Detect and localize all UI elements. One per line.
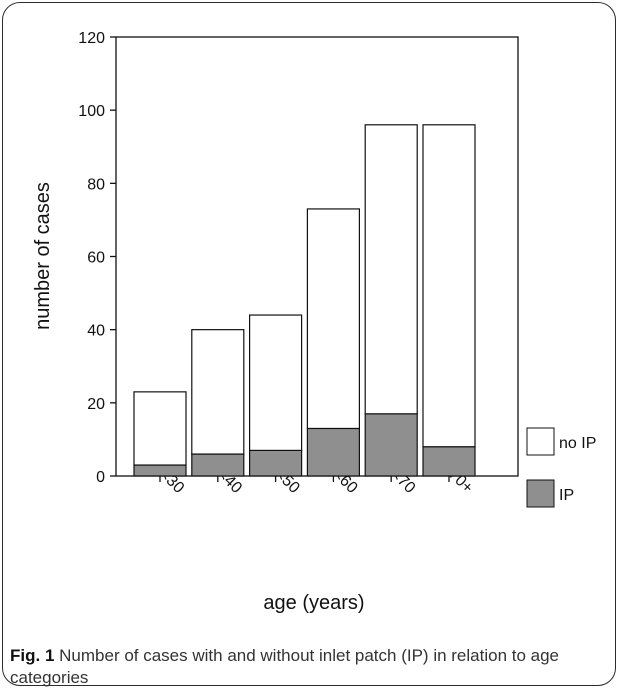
y-axis-label: number of cases (32, 182, 54, 330)
bar-ip (422, 446, 476, 477)
bar-ip (191, 453, 245, 477)
caption-label: Fig. 1 (10, 646, 55, 665)
y-axis: 0 20 40 60 80 100 120 (78, 30, 116, 486)
bar-no-ip (422, 124, 476, 448)
legend-swatch-no-ip (526, 427, 555, 456)
y-tick-label: 60 (87, 250, 105, 267)
legend-swatch-ip (526, 479, 555, 508)
legend-label-no-ip: no IP (559, 435, 596, 452)
bar-ip (306, 427, 360, 477)
bar-ip (364, 413, 418, 477)
bar-no-ip (364, 124, 418, 415)
y-tick-label: 20 (87, 396, 105, 413)
bar-ip (249, 449, 303, 477)
bar-no-ip (133, 391, 187, 466)
legend: no IP IP (526, 427, 596, 508)
bars (133, 124, 476, 477)
x-axis-label: age (years) (263, 592, 364, 614)
y-tick-label: 80 (87, 176, 105, 193)
bar-ip (133, 464, 187, 477)
bar-no-ip (306, 208, 360, 430)
figure-caption: Fig. 1 Number of cases with and without … (10, 645, 610, 689)
y-tick-label: 0 (96, 469, 105, 486)
caption-text: Number of cases with and without inlet p… (10, 646, 560, 687)
y-tick-label: 120 (78, 30, 105, 47)
bar-no-ip (191, 329, 245, 455)
y-tick-label: 40 (87, 323, 105, 340)
y-tick-label: 100 (78, 103, 105, 120)
bar-no-ip (249, 314, 303, 451)
legend-label-ip: IP (559, 487, 574, 504)
